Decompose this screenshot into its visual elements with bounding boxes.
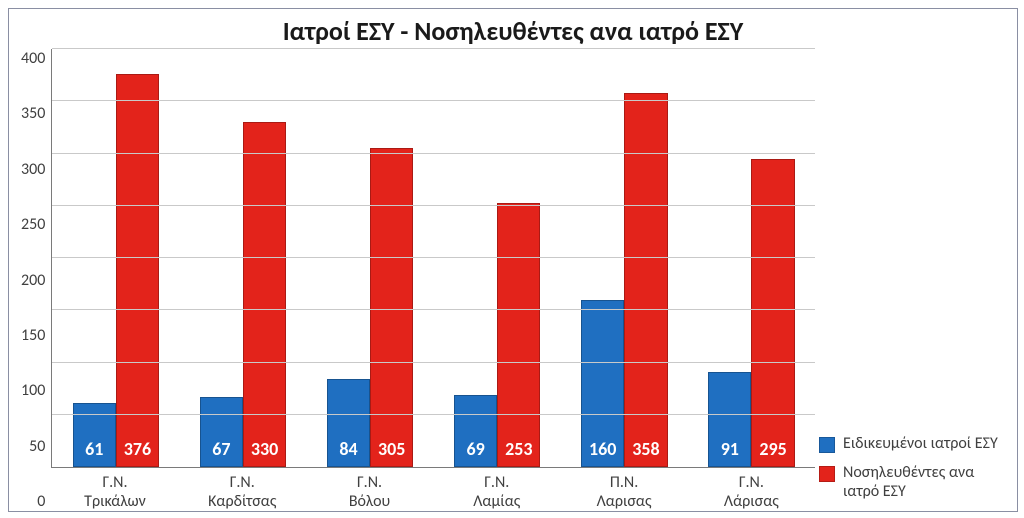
x-tick-label: Γ.Ν.Βόλου — [306, 468, 433, 511]
legend-swatch — [819, 437, 835, 453]
legend-item: Ειδικευμένοι ιατροί ΕΣΥ — [819, 434, 1003, 453]
y-tick-label: 150 — [21, 326, 45, 345]
x-tick-label: Π.Ν.Λαρισας — [560, 468, 687, 511]
chart-title: Ιατροί ΕΣΥ - Νοσηλευθέντες ανα ιατρό ΕΣΥ — [9, 9, 1017, 49]
bar-group: 91 295 — [688, 49, 815, 467]
x-tick-label: Γ.Ν.Καρδίτσας — [179, 468, 306, 511]
bar-group: 69 253 — [434, 49, 561, 467]
grid-line — [52, 257, 815, 258]
legend-label: Νοσηλευθέντες ανα ιατρό ΕΣΥ — [843, 463, 1003, 501]
plot-wrap: 61 376 67 330 84 305 69 253 160 358 91 295 Γ.Ν.Τρικ… — [51, 49, 815, 511]
bar-value-label: 330 — [251, 438, 278, 460]
y-axis: 400 350 300 250 200 150 100 50 0 — [9, 49, 51, 511]
bar-groups: 61 376 67 330 84 305 69 253 160 358 91 295 — [52, 49, 815, 467]
bar: 67 — [200, 397, 243, 467]
chart-panel: Ιατροί ΕΣΥ - Νοσηλευθέντες ανα ιατρό ΕΣΥ… — [8, 8, 1018, 512]
bar-value-label: 160 — [589, 438, 616, 460]
bar-value-label: 61 — [85, 438, 103, 460]
bar-group: 61 376 — [52, 49, 179, 467]
grid-line — [52, 153, 815, 154]
legend: Ειδικευμένοι ιατροί ΕΣΥ Νοσηλευθέντες ανα… — [815, 49, 1017, 511]
grid-line — [52, 362, 815, 363]
x-tick-label: Γ.Ν.Λάρισας — [688, 468, 815, 511]
bar-group: 67 330 — [179, 49, 306, 467]
y-tick-label: 200 — [21, 271, 45, 290]
y-tick-label: 300 — [21, 160, 45, 179]
y-tick-label: 50 — [29, 437, 45, 456]
y-tick-label: 100 — [21, 381, 45, 400]
grid-line — [52, 414, 815, 415]
x-tick-label: Γ.Ν.Λαμίας — [433, 468, 560, 511]
bar-group: 84 305 — [307, 49, 434, 467]
grid-line — [52, 48, 815, 49]
bar: 330 — [243, 122, 286, 467]
y-tick-label: 250 — [21, 215, 45, 234]
bar: 376 — [116, 74, 159, 467]
bar: 305 — [370, 148, 413, 467]
bar: 84 — [327, 379, 370, 467]
bar: 358 — [624, 93, 667, 467]
bar: 160 — [581, 300, 624, 467]
y-tick-label: 350 — [21, 104, 45, 123]
grid-line — [52, 100, 815, 101]
bar-value-label: 253 — [505, 438, 532, 460]
x-tick-label: Γ.Ν.Τρικάλων — [51, 468, 178, 511]
grid-line — [52, 309, 815, 310]
legend-swatch — [819, 466, 835, 482]
bar-value-label: 305 — [378, 438, 405, 460]
chart-body: 400 350 300 250 200 150 100 50 0 61 376 67 330 84 305… — [9, 49, 1017, 511]
bar-value-label: 295 — [759, 438, 786, 460]
bar-value-label: 376 — [124, 438, 151, 460]
legend-item: Νοσηλευθέντες ανα ιατρό ΕΣΥ — [819, 463, 1003, 501]
plot-area: 61 376 67 330 84 305 69 253 160 358 91 295 — [51, 49, 815, 468]
x-axis: Γ.Ν.ΤρικάλωνΓ.Ν.ΚαρδίτσαςΓ.Ν.ΒόλουΓ.Ν.Λα… — [51, 468, 815, 511]
bar: 253 — [497, 203, 540, 468]
chart-frame: Ιατροί ΕΣΥ - Νοσηλευθέντες ανα ιατρό ΕΣΥ… — [0, 0, 1024, 518]
y-tick-label: 0 — [37, 492, 45, 511]
bar: 91 — [708, 372, 751, 467]
bar-group: 160 358 — [561, 49, 688, 467]
bar-value-label: 84 — [339, 438, 357, 460]
bar-value-label: 358 — [632, 438, 659, 460]
bar-value-label: 67 — [212, 438, 230, 460]
y-tick-label: 400 — [21, 49, 45, 68]
bar: 69 — [454, 395, 497, 467]
bar-value-label: 69 — [466, 438, 484, 460]
bar-value-label: 91 — [721, 438, 739, 460]
legend-label: Ειδικευμένοι ιατροί ΕΣΥ — [843, 434, 998, 453]
plot-zone: 400 350 300 250 200 150 100 50 0 61 376 67 330 84 305… — [9, 49, 815, 511]
grid-line — [52, 205, 815, 206]
